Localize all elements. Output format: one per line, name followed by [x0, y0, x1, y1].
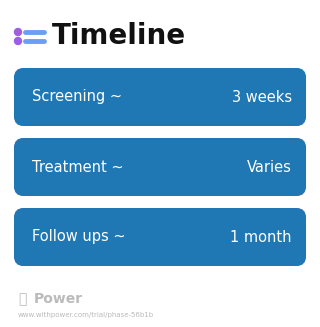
FancyBboxPatch shape: [14, 68, 306, 126]
Text: Timeline: Timeline: [52, 23, 186, 50]
Text: Varies: Varies: [247, 160, 292, 175]
Text: Treatment ~: Treatment ~: [32, 160, 124, 175]
Circle shape: [14, 28, 21, 36]
Text: 1 month: 1 month: [230, 230, 292, 245]
FancyBboxPatch shape: [14, 138, 306, 196]
Text: Follow ups ~: Follow ups ~: [32, 230, 126, 245]
Circle shape: [14, 38, 21, 44]
FancyBboxPatch shape: [14, 208, 306, 266]
Text: Screening ~: Screening ~: [32, 90, 122, 105]
Text: Power: Power: [34, 292, 83, 306]
Text: 3 weeks: 3 weeks: [232, 90, 292, 105]
Text: www.withpower.com/trial/phase-56b1b: www.withpower.com/trial/phase-56b1b: [18, 312, 154, 318]
Text: ␧: ␧: [18, 292, 26, 306]
